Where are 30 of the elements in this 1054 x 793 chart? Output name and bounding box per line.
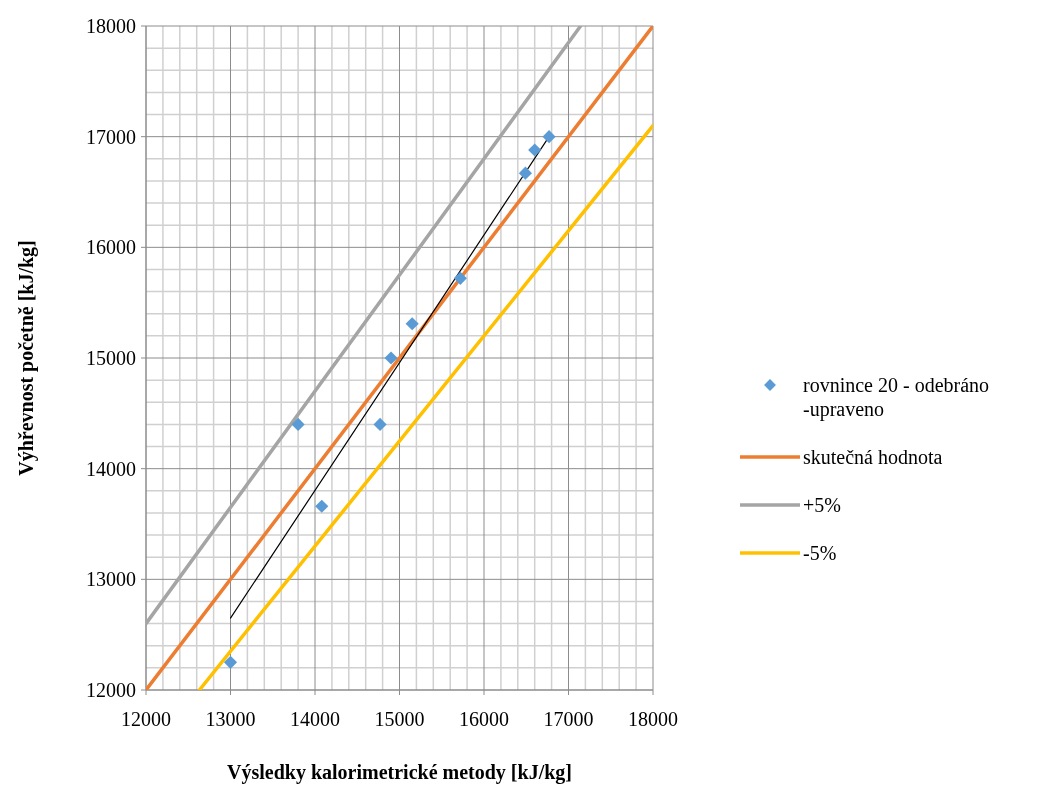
- legend-label: rovnince 20 - odebráno -upraveno: [803, 374, 990, 421]
- point: [373, 417, 387, 431]
- y-tick-label: 12000: [86, 679, 136, 701]
- y-tick-label: 16000: [86, 236, 136, 259]
- x-tick-label: 16000: [459, 708, 509, 730]
- x-tick-label: 18000: [628, 708, 678, 730]
- point: [453, 271, 467, 285]
- point: [518, 166, 532, 180]
- point: [542, 130, 556, 144]
- y-tick-label: 17000: [86, 125, 136, 148]
- x-tick-label: 12000: [121, 708, 171, 730]
- x-tick-label: 15000: [374, 708, 425, 730]
- y-tick-label: 18000: [86, 15, 136, 37]
- x-axis-title: Výsledky kalorimetrické metody [kJ/kg]: [227, 761, 572, 784]
- x-tick-label: 14000: [290, 708, 340, 730]
- legend-label: -5%: [803, 542, 837, 564]
- point: [223, 655, 238, 669]
- legend-label: skutečná hodnota: [803, 446, 943, 468]
- y-tick-label: 15000: [86, 347, 136, 369]
- point: [315, 499, 329, 513]
- y-tick-label: 13000: [86, 568, 136, 591]
- point: [384, 351, 398, 365]
- legend-label: +5%: [803, 494, 841, 516]
- y-tick-label: 14000: [86, 457, 136, 480]
- y-axis-title: Výhřevnost početně [kJ/kg]: [15, 240, 38, 476]
- point: [405, 317, 419, 331]
- point: [291, 417, 305, 431]
- x-tick-label: 13000: [205, 708, 256, 730]
- x-tick-label: 17000: [543, 708, 594, 730]
- point: [528, 143, 542, 157]
